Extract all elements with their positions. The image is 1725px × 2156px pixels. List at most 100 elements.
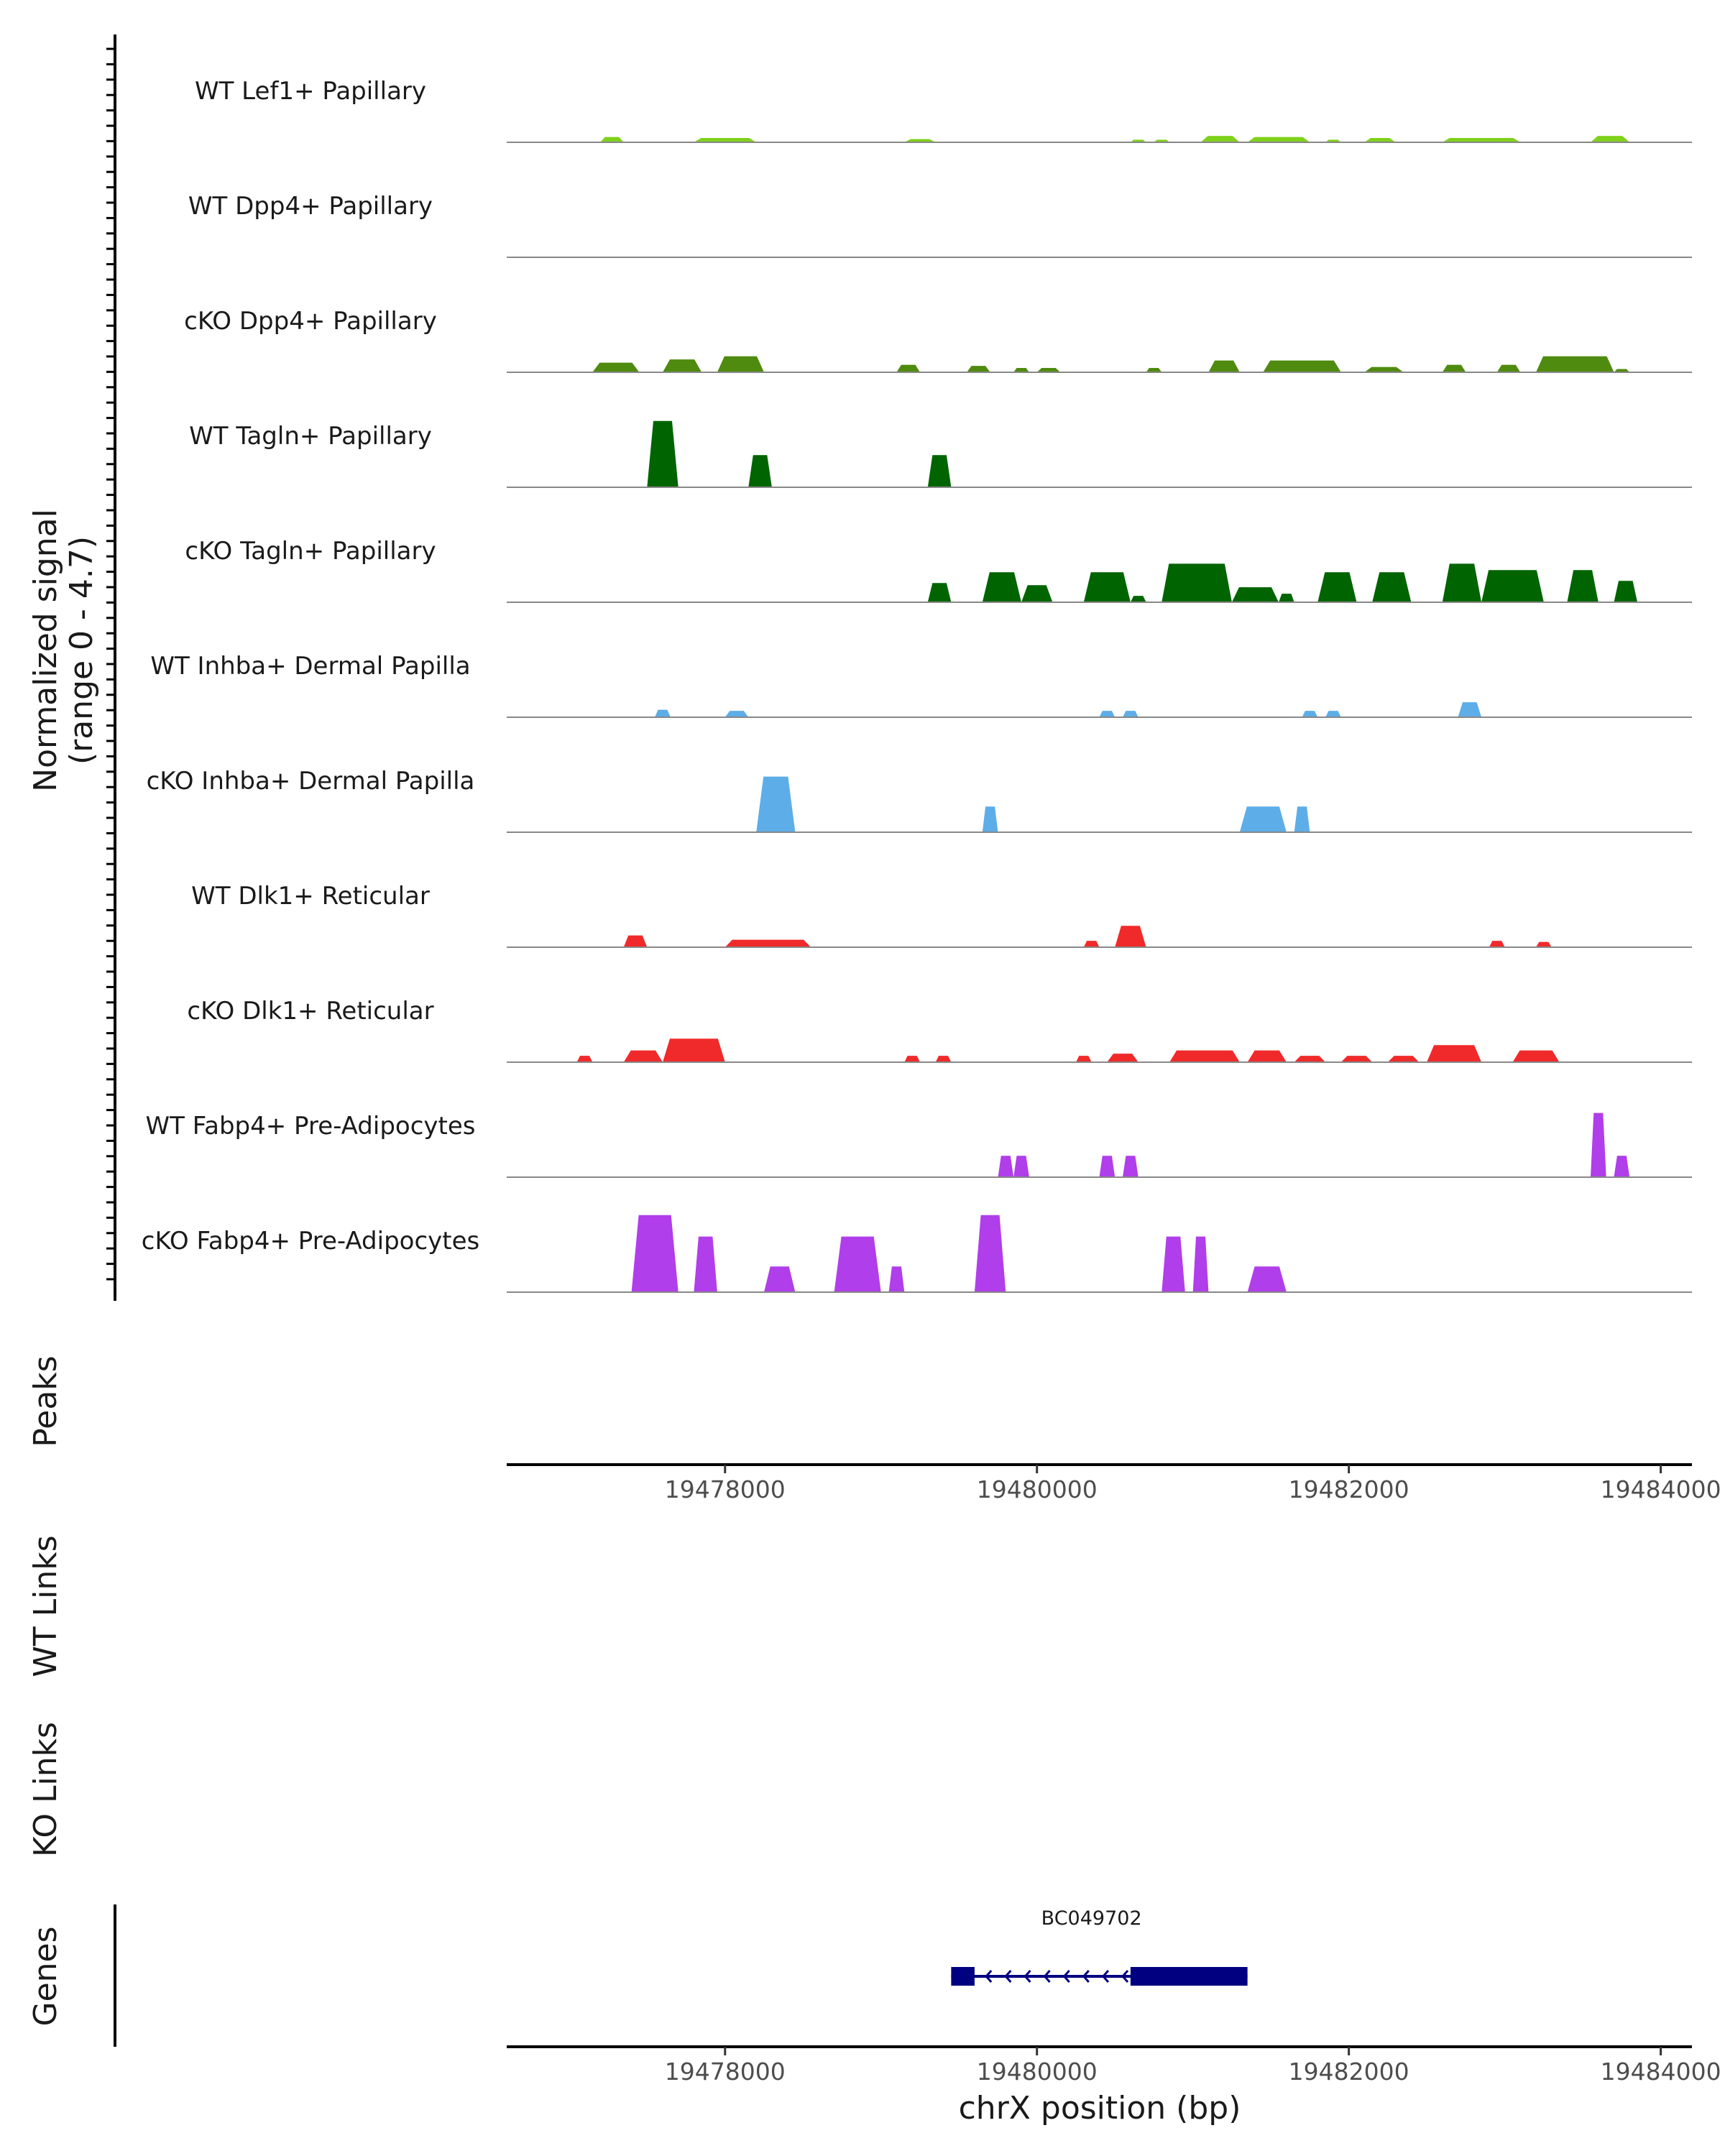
gene-exon	[951, 1967, 975, 1986]
coverage-peak	[1013, 1156, 1029, 1177]
coverage-peak	[694, 1236, 717, 1292]
coverage-peak	[764, 1266, 796, 1292]
track-label: cKO Inhba+ Dermal Papilla	[147, 767, 475, 796]
coverage-peak	[967, 366, 990, 372]
x-tick-label: 19482000	[1289, 2058, 1409, 2086]
coverage-peak	[717, 356, 764, 372]
coverage-peak	[1591, 136, 1630, 142]
coverage-peak	[1231, 587, 1279, 602]
gene-strand-arrow	[1062, 1970, 1070, 1983]
coverage-peak	[694, 138, 757, 142]
coverage-peak	[1614, 581, 1638, 602]
coverage-peak	[1115, 926, 1146, 947]
coverage-peak	[982, 572, 1021, 602]
gene-exon	[1130, 1967, 1248, 1986]
track-label: WT Inhba+ Dermal Papilla	[150, 652, 470, 681]
coverage-peak	[998, 1156, 1014, 1177]
coverage-peak	[663, 359, 702, 372]
coverage-peak	[1247, 1050, 1287, 1062]
coverage-peak	[1083, 941, 1100, 947]
coverage-peak	[834, 1236, 881, 1292]
coverage-peak	[1614, 369, 1630, 372]
coverage-peak	[1013, 368, 1029, 372]
coverage-peak	[974, 1215, 1006, 1292]
coverage-peak	[1200, 136, 1240, 142]
coverage-peak	[1489, 941, 1505, 947]
gene-strand-arrow	[1043, 1970, 1051, 1983]
y-axis-label: Normalized signal	[27, 509, 64, 792]
coverage-peak	[1192, 1236, 1209, 1292]
track-label: cKO Dlk1+ Reticular	[187, 997, 433, 1026]
coverage-peak	[1372, 572, 1412, 602]
coverage-peak	[623, 1050, 663, 1062]
peaks-track-label: Peaks	[27, 1355, 64, 1447]
track-3: WT Tagln+ Papillary	[189, 420, 1692, 488]
coverage-peak	[1208, 360, 1240, 372]
coverage-peak	[724, 711, 749, 717]
coverage-peak	[1107, 1054, 1138, 1062]
coverage-peak	[904, 1056, 920, 1062]
genes-x-ticks: 19478000 19480000 19482000 19484000	[665, 2047, 1721, 2086]
x-tick-label: 19484000	[1601, 1475, 1721, 1503]
coverage-peak	[1294, 1056, 1326, 1062]
coverage-peak	[1247, 1266, 1287, 1292]
coverage-peak	[1247, 137, 1310, 142]
y-axis-sublabel: (range 0 - 4.7)	[63, 536, 100, 765]
coverage-peak	[1130, 596, 1146, 602]
gene-track: BC049702	[951, 1907, 1248, 1986]
coverage-peak	[1325, 711, 1341, 717]
x-axis-label: chrX position (bp)	[959, 2090, 1241, 2127]
coverage-peak	[1099, 711, 1116, 717]
coverage-peak	[1123, 1156, 1138, 1177]
coverage-peak	[1614, 1156, 1630, 1177]
track-9: WT Fabp4+ Pre-Adipocytes	[146, 1112, 1692, 1178]
coverage-peak	[927, 455, 952, 487]
coverage-peak	[888, 1266, 905, 1292]
wt-links-track-label: WT Links	[27, 1535, 64, 1677]
gene-strand-arrow	[1004, 1970, 1012, 1983]
coverage-peak	[1442, 138, 1521, 142]
coverage-peak	[1263, 360, 1341, 372]
gene-name-label: BC049702	[1041, 1907, 1142, 1930]
track-8: cKO Dlk1+ Reticular	[187, 997, 1692, 1063]
coverage-peak	[1364, 367, 1404, 372]
coverage-peak	[756, 776, 796, 832]
coverage-peak	[1340, 1056, 1373, 1062]
track-label: WT Tagln+ Papillary	[189, 422, 432, 451]
coverage-peak	[623, 935, 648, 947]
coverage-peak	[748, 455, 772, 487]
track-label: cKO Tagln+ Papillary	[185, 537, 436, 566]
gene-0: BC049702	[951, 1907, 1248, 1986]
coverage-peak	[927, 583, 952, 602]
track-label: WT Dpp4+ Papillary	[188, 192, 433, 221]
ko-links-track-label: KO Links	[27, 1722, 64, 1857]
coverage-peak	[1099, 1156, 1116, 1177]
coverage-peak	[647, 420, 678, 487]
coverage-peak	[576, 1056, 593, 1062]
coverage-peak	[1536, 941, 1552, 947]
track-7: WT Dlk1+ Reticular	[191, 882, 1692, 948]
coverage-peak	[1169, 1050, 1240, 1062]
gene-strand-arrow	[1101, 1970, 1110, 1983]
coverage-peak	[655, 709, 671, 717]
gene-strand-arrow	[1024, 1970, 1031, 1983]
coverage-y-axis	[106, 34, 116, 1301]
coverage-peak	[1294, 806, 1310, 832]
coverage-peak	[1536, 356, 1614, 372]
coverage-peak	[1364, 138, 1396, 142]
x-tick-label: 19478000	[665, 1475, 786, 1503]
coverage-peak	[663, 1038, 725, 1062]
coverage-peak	[1021, 585, 1053, 602]
coverage-peak	[631, 1215, 678, 1292]
x-tick-label: 19482000	[1289, 1475, 1409, 1503]
coverage-peak	[1162, 1236, 1185, 1292]
coverage-peak	[1239, 806, 1287, 832]
x-tick-label: 19480000	[977, 2058, 1098, 2086]
coverage-tracks: WT Lef1+ Papillary WT Dpp4+ Papillary cKO …	[142, 77, 1692, 1293]
coverage-peak	[1162, 563, 1232, 602]
genes-track-label: Genes	[27, 1926, 64, 2026]
coverage-peak	[1442, 364, 1466, 372]
coverage-peak	[1083, 572, 1131, 602]
x-tick-label: 19480000	[977, 1475, 1098, 1503]
coverage-peak	[1279, 594, 1294, 602]
